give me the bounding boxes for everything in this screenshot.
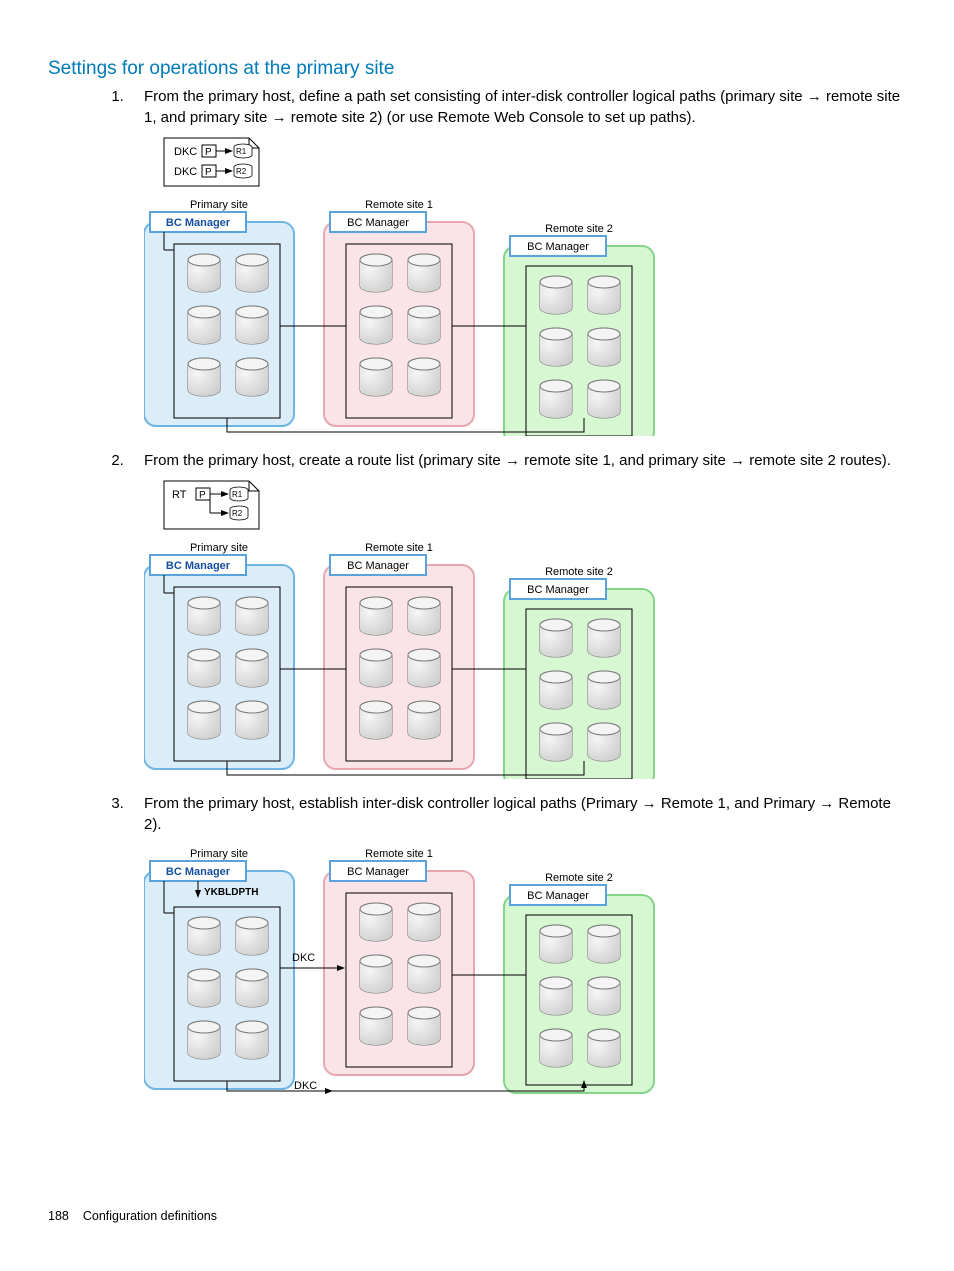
arrow-icon: →	[505, 452, 520, 469]
step-3: From the primary host, establish inter-d…	[128, 793, 906, 1099]
arrow-icon: →	[819, 795, 834, 812]
dkc-arrow-label-2: DKC	[294, 1080, 317, 1092]
primary-site-label: Primary site	[190, 542, 248, 554]
bc-manager-primary: BC Manager	[166, 866, 231, 878]
step-2-text-a: From the primary host, create a route li…	[144, 452, 505, 469]
bc-manager-primary: BC Manager	[166, 560, 231, 572]
diagram-2: RT P R1 R2 Primary site Remote site 1 Re…	[144, 479, 906, 779]
note-p: P	[199, 490, 206, 501]
remote-site-2-label: Remote site 2	[545, 872, 613, 884]
remote-site-1-label: Remote site 1	[365, 542, 433, 554]
page-number: 188	[48, 1209, 69, 1223]
note-p: P	[205, 147, 212, 158]
primary-site-label: Primary site	[190, 848, 248, 860]
arrow-icon: →	[730, 452, 745, 469]
bc-manager-r2: BC Manager	[527, 584, 589, 596]
step-1-text-c: remote site 2) (or use Remote Web Consol…	[287, 109, 696, 126]
diagram-3: Primary site Remote site 1 Remote site 2…	[144, 843, 906, 1099]
step-2-text-b: remote site 1, and primary site	[520, 452, 730, 469]
remote-site-1-label: Remote site 1	[365, 199, 433, 211]
section-title: Settings for operations at the primary s…	[48, 58, 906, 80]
primary-site-label: Primary site	[190, 199, 248, 211]
remote-site-1-label: Remote site 1	[365, 848, 433, 860]
step-1: From the primary host, define a path set…	[128, 86, 906, 436]
footer-title: Configuration definitions	[83, 1209, 217, 1223]
arrow-icon: →	[642, 795, 657, 812]
step-1-text-a: From the primary host, define a path set…	[144, 88, 807, 105]
diagram-1: DKC P R1 DKC P R2 Primary sit	[144, 136, 906, 436]
step-3-text-a: From the primary host, establish inter-d…	[144, 795, 642, 812]
ykbldpth-label: YKBLDPTH	[204, 887, 258, 898]
note-r2: R2	[236, 167, 247, 176]
arrow-icon: →	[272, 109, 287, 126]
note-p-2: P	[205, 167, 212, 178]
note-r1: R1	[232, 490, 243, 499]
bc-manager-r2: BC Manager	[527, 241, 589, 253]
step-2: From the primary host, create a route li…	[128, 450, 906, 779]
note-dkc-label-2: DKC	[174, 166, 197, 178]
remote-site-2-label: Remote site 2	[545, 223, 613, 235]
note-dkc-label: DKC	[174, 146, 197, 158]
note-rt: RT	[172, 489, 187, 501]
step-3-text-b: Remote 1, and Primary	[657, 795, 820, 812]
note-r2: R2	[232, 509, 243, 518]
bc-manager-primary: BC Manager	[166, 217, 231, 229]
bc-manager-r1: BC Manager	[347, 217, 409, 229]
page-footer: 188 Configuration definitions	[48, 1209, 217, 1223]
remote-site-2-label: Remote site 2	[545, 566, 613, 578]
dkc-arrow-label-1: DKC	[292, 952, 315, 964]
step-2-text-c: remote site 2 routes).	[745, 452, 891, 469]
note-r1: R1	[236, 147, 247, 156]
steps-list: From the primary host, define a path set…	[128, 86, 906, 1099]
arrow-icon: →	[807, 88, 822, 105]
bc-manager-r1: BC Manager	[347, 866, 409, 878]
bc-manager-r1: BC Manager	[347, 560, 409, 572]
bc-manager-r2: BC Manager	[527, 890, 589, 902]
